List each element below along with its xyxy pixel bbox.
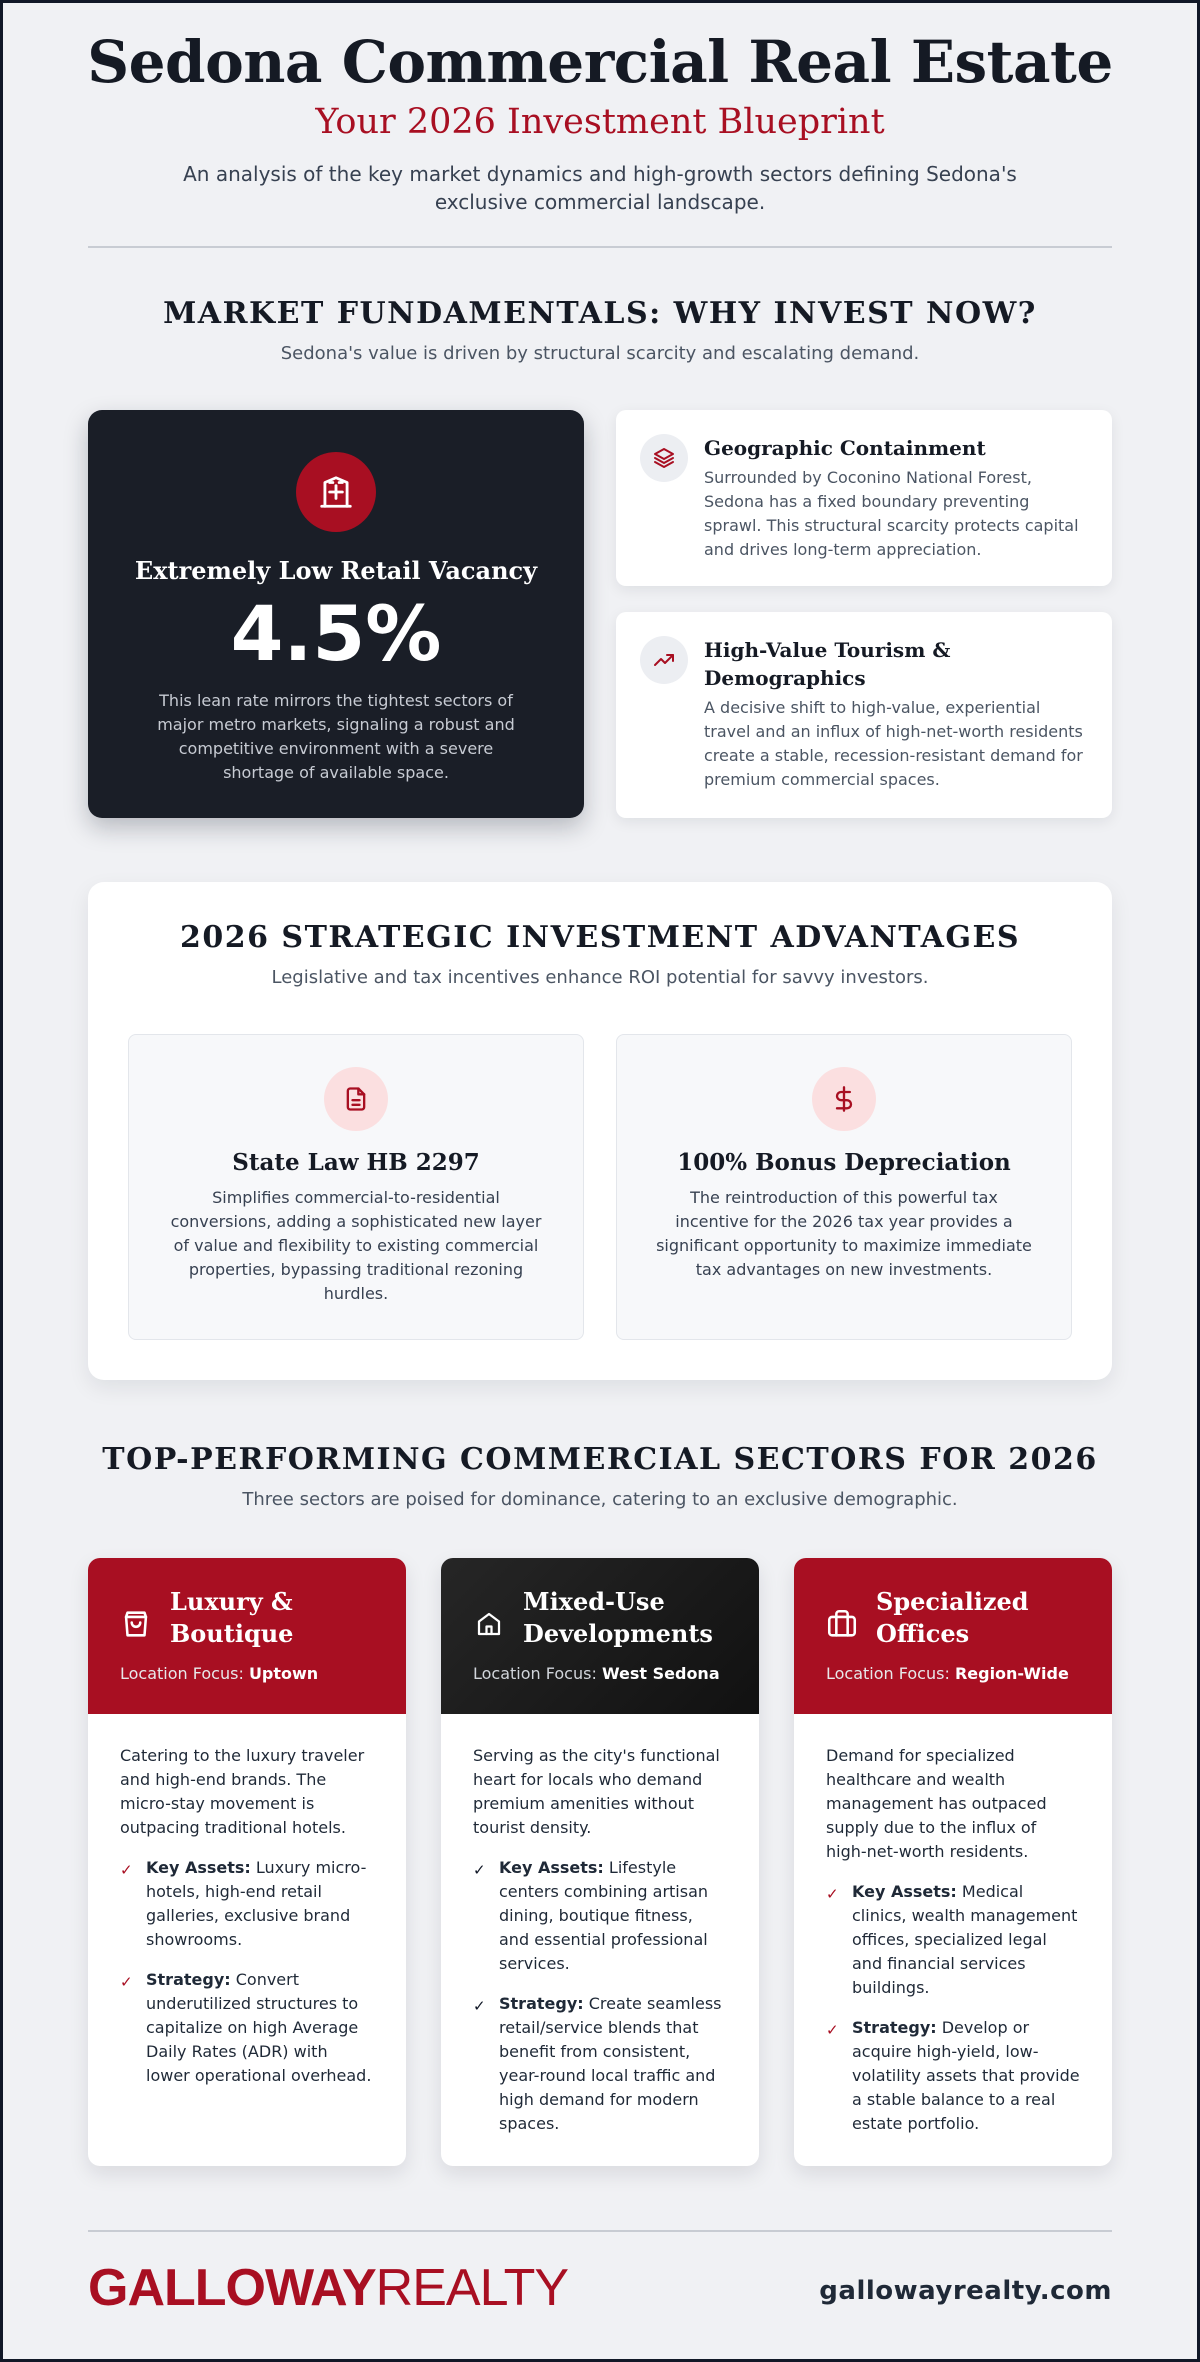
location-label: Location Focus: xyxy=(120,1664,244,1683)
advantages-title: 2026 STRATEGIC INVESTMENT ADVANTAGES xyxy=(179,920,1021,955)
page-title: Sedona Commercial Real Estate xyxy=(87,28,1113,96)
fact-card-tourism: High-Value Tourism & Demographics A deci… xyxy=(616,612,1112,818)
advantage-card-depreciation: 100% Bonus Depreciation The reintroducti… xyxy=(616,1034,1072,1340)
strategy-label: Strategy: xyxy=(852,2018,937,2037)
sector-key-assets: ✓ Key Assets: Lifestyle centers combinin… xyxy=(473,1856,727,1976)
key-assets-label: Key Assets: xyxy=(852,1882,957,1901)
strategy-label: Strategy: xyxy=(499,1994,584,2013)
sector-header: Mixed-Use Developments Location Focus: W… xyxy=(441,1558,759,1714)
key-assets-label: Key Assets: xyxy=(146,1858,251,1877)
sector-intro: Catering to the luxury traveler and high… xyxy=(120,1746,365,1837)
key-assets-text: Medical clinics, wealth management offic… xyxy=(852,1882,1078,1997)
galloway-realty-logo[interactable]: GALLOWAYREALTY xyxy=(88,2258,569,2318)
layers-icon xyxy=(640,434,688,482)
sectors-heading: TOP-PERFORMING COMMERCIAL SECTORS FOR 20… xyxy=(0,1442,1200,1510)
strategy-text: Convert underutilized structures to capi… xyxy=(146,1970,372,2085)
check-icon: ✓ xyxy=(826,2021,839,2039)
sector-strategy: ✓ Strategy: Create seamless retail/servi… xyxy=(473,1992,727,2136)
sector-intro: Demand for specialized healthcare and we… xyxy=(826,1746,1047,1861)
check-icon: ✓ xyxy=(120,1973,133,1991)
vacancy-value: 4.5% xyxy=(230,589,442,678)
sector-strategy: ✓ Strategy: Convert underutilized struct… xyxy=(120,1968,374,2088)
fundamentals-subtitle: Sedona's value is driven by structural s… xyxy=(280,343,920,364)
sectors-title: TOP-PERFORMING COMMERCIAL SECTORS FOR 20… xyxy=(102,1442,1098,1477)
sector-name: Specialized Offices xyxy=(876,1587,1029,1648)
document-icon xyxy=(324,1067,388,1131)
advantage-title: 100% Bonus Depreciation xyxy=(677,1149,1011,1176)
strategy-text: Develop or acquire high-yield, low-volat… xyxy=(852,2018,1080,2133)
advantages-subtitle: Legislative and tax incentives enhance R… xyxy=(271,967,929,988)
website-link[interactable]: gallowayrealty.com xyxy=(819,2276,1112,2306)
sector-key-assets: ✓ Key Assets: Medical clinics, wealth ma… xyxy=(826,1880,1080,2000)
page-header: Sedona Commercial Real Estate Your 2026 … xyxy=(0,28,1200,216)
sector-card-luxury: Luxury & Boutique Location Focus: Uptown… xyxy=(88,1558,406,2166)
location-value: West Sedona xyxy=(601,1664,720,1683)
shopping-bag-icon xyxy=(118,1606,154,1642)
sector-strategy: ✓ Strategy: Develop or acquire high-yiel… xyxy=(826,2016,1080,2136)
fact-title: High-Value Tourism & Demographics xyxy=(704,638,951,690)
location-value: Region-Wide xyxy=(954,1664,1069,1683)
sector-name: Mixed-Use Developments xyxy=(523,1587,713,1648)
advantage-title: State Law HB 2297 xyxy=(232,1149,480,1176)
location-label: Location Focus: xyxy=(826,1664,950,1683)
advantage-card-hb2297: State Law HB 2297 Simplifies commercial-… xyxy=(128,1034,584,1340)
sectors-subtitle: Three sectors are poised for dominance, … xyxy=(242,1489,958,1510)
header-divider xyxy=(88,246,1112,248)
key-assets-text: Lifestyle centers combining artisan dini… xyxy=(499,1858,709,1973)
sector-location: Location Focus: Region-Wide xyxy=(826,1664,1069,1683)
trending-up-icon xyxy=(640,636,688,684)
fundamentals-title: MARKET FUNDAMENTALS: WHY INVEST NOW? xyxy=(163,296,1037,331)
fact-card-geographic: Geographic Containment Surrounded by Coc… xyxy=(616,410,1112,586)
location-label: Location Focus: xyxy=(473,1664,597,1683)
page-description: An analysis of the key market dynamics a… xyxy=(183,162,1017,214)
sector-header: Luxury & Boutique Location Focus: Uptown xyxy=(88,1558,406,1714)
sector-intro: Serving as the city's functional heart f… xyxy=(473,1746,720,1837)
advantage-description: Simplifies commercial-to-residential con… xyxy=(170,1188,542,1303)
check-icon: ✓ xyxy=(473,1997,486,2015)
fact-description: A decisive shift to high-value, experien… xyxy=(704,698,1083,789)
key-assets-label: Key Assets: xyxy=(499,1858,604,1877)
building-icon xyxy=(296,452,376,532)
dollar-icon xyxy=(812,1067,876,1131)
sector-location: Location Focus: Uptown xyxy=(120,1664,318,1683)
fact-description: Surrounded by Coconino National Forest, … xyxy=(704,468,1079,559)
sector-card-offices: Specialized Offices Location Focus: Regi… xyxy=(794,1558,1112,2166)
vacancy-title: Extremely Low Retail Vacancy xyxy=(134,556,538,585)
strategy-label: Strategy: xyxy=(146,1970,231,1989)
check-icon: ✓ xyxy=(120,1861,133,1879)
sector-name: Luxury & Boutique xyxy=(170,1587,294,1648)
strategy-text: Create seamless retail/service blends th… xyxy=(499,1994,722,2133)
key-assets-text: Luxury micro-hotels, high-end retail gal… xyxy=(146,1858,367,1949)
sector-key-assets: ✓ Key Assets: Luxury micro-hotels, high-… xyxy=(120,1856,374,1952)
page-subtitle: Your 2026 Investment Blueprint xyxy=(315,102,885,142)
home-icon xyxy=(471,1606,507,1642)
fact-title: Geographic Containment xyxy=(704,436,986,460)
logo-bold-text: GALLOWAY xyxy=(88,2259,377,2317)
vacancy-card: Extremely Low Retail Vacancy 4.5% This l… xyxy=(88,410,584,818)
sector-header: Specialized Offices Location Focus: Regi… xyxy=(794,1558,1112,1714)
advantage-description: The reintroduction of this powerful tax … xyxy=(656,1188,1032,1279)
logo-light-text: REALTY xyxy=(375,2259,569,2317)
check-icon: ✓ xyxy=(826,1885,839,1903)
location-value: Uptown xyxy=(248,1664,319,1683)
briefcase-icon xyxy=(824,1606,860,1642)
sector-card-mixed-use: Mixed-Use Developments Location Focus: W… xyxy=(441,1558,759,2166)
fundamentals-heading: MARKET FUNDAMENTALS: WHY INVEST NOW? Sed… xyxy=(0,296,1200,364)
footer-divider xyxy=(88,2230,1112,2232)
vacancy-description: This lean rate mirrors the tightest sect… xyxy=(157,691,515,782)
check-icon: ✓ xyxy=(473,1861,486,1879)
advantages-panel: 2026 STRATEGIC INVESTMENT ADVANTAGES Leg… xyxy=(88,882,1112,1380)
sector-location: Location Focus: West Sedona xyxy=(473,1664,720,1683)
